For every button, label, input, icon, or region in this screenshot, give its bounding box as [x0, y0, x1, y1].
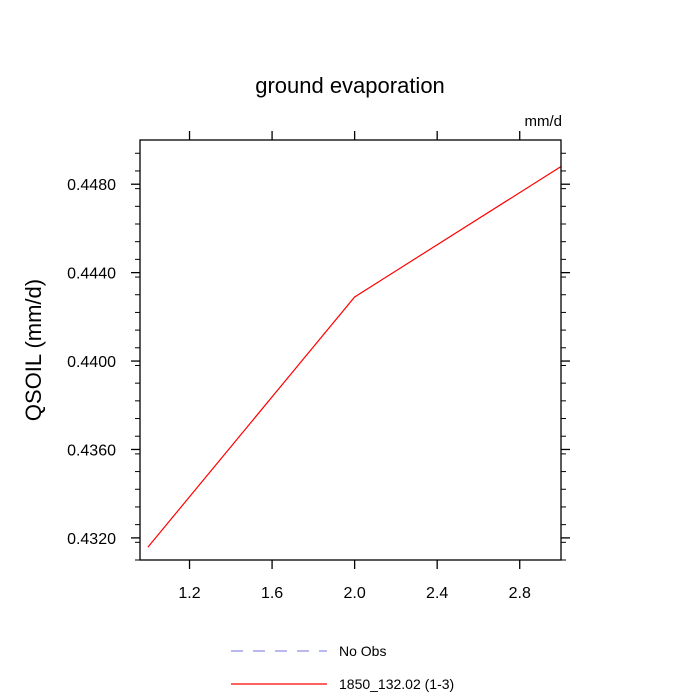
x-tick-label: 2.4 — [426, 585, 448, 602]
plot-frame — [139, 139, 562, 561]
x-tick-label: 2.8 — [509, 585, 531, 602]
x-tick-label: 1.6 — [261, 585, 283, 602]
y-tick-label: 0.4400 — [67, 354, 116, 371]
chart-title: ground evaporation — [255, 73, 445, 98]
x-tick-label: 2.0 — [344, 585, 366, 602]
y-tick-label: 0.4320 — [67, 531, 116, 548]
x-tick-label: 1.2 — [178, 585, 200, 602]
y-axis-label: QSOIL (mm/d) — [21, 279, 46, 421]
axis-ticks: 1.2 1.6 2.0 2.4 2.8 0.4320 0.4360 0.4400 0.4440 0… — [67, 131, 570, 602]
y-tick-label: 0.4480 — [67, 177, 116, 194]
plot-series — [147, 165, 562, 548]
series-point — [354, 296, 356, 298]
legend-label: No Obs — [339, 643, 386, 659]
y-tick-label: 0.4360 — [67, 442, 116, 459]
series-line — [147, 166, 562, 548]
chart-units-label: mm/d — [525, 113, 563, 130]
series-point — [147, 546, 149, 548]
legend-label: 1850_132.02 (1-3) — [339, 676, 454, 692]
legend: No Obs 1850_132.02 (1-3) — [231, 643, 454, 692]
y-tick-label: 0.4440 — [67, 266, 116, 283]
